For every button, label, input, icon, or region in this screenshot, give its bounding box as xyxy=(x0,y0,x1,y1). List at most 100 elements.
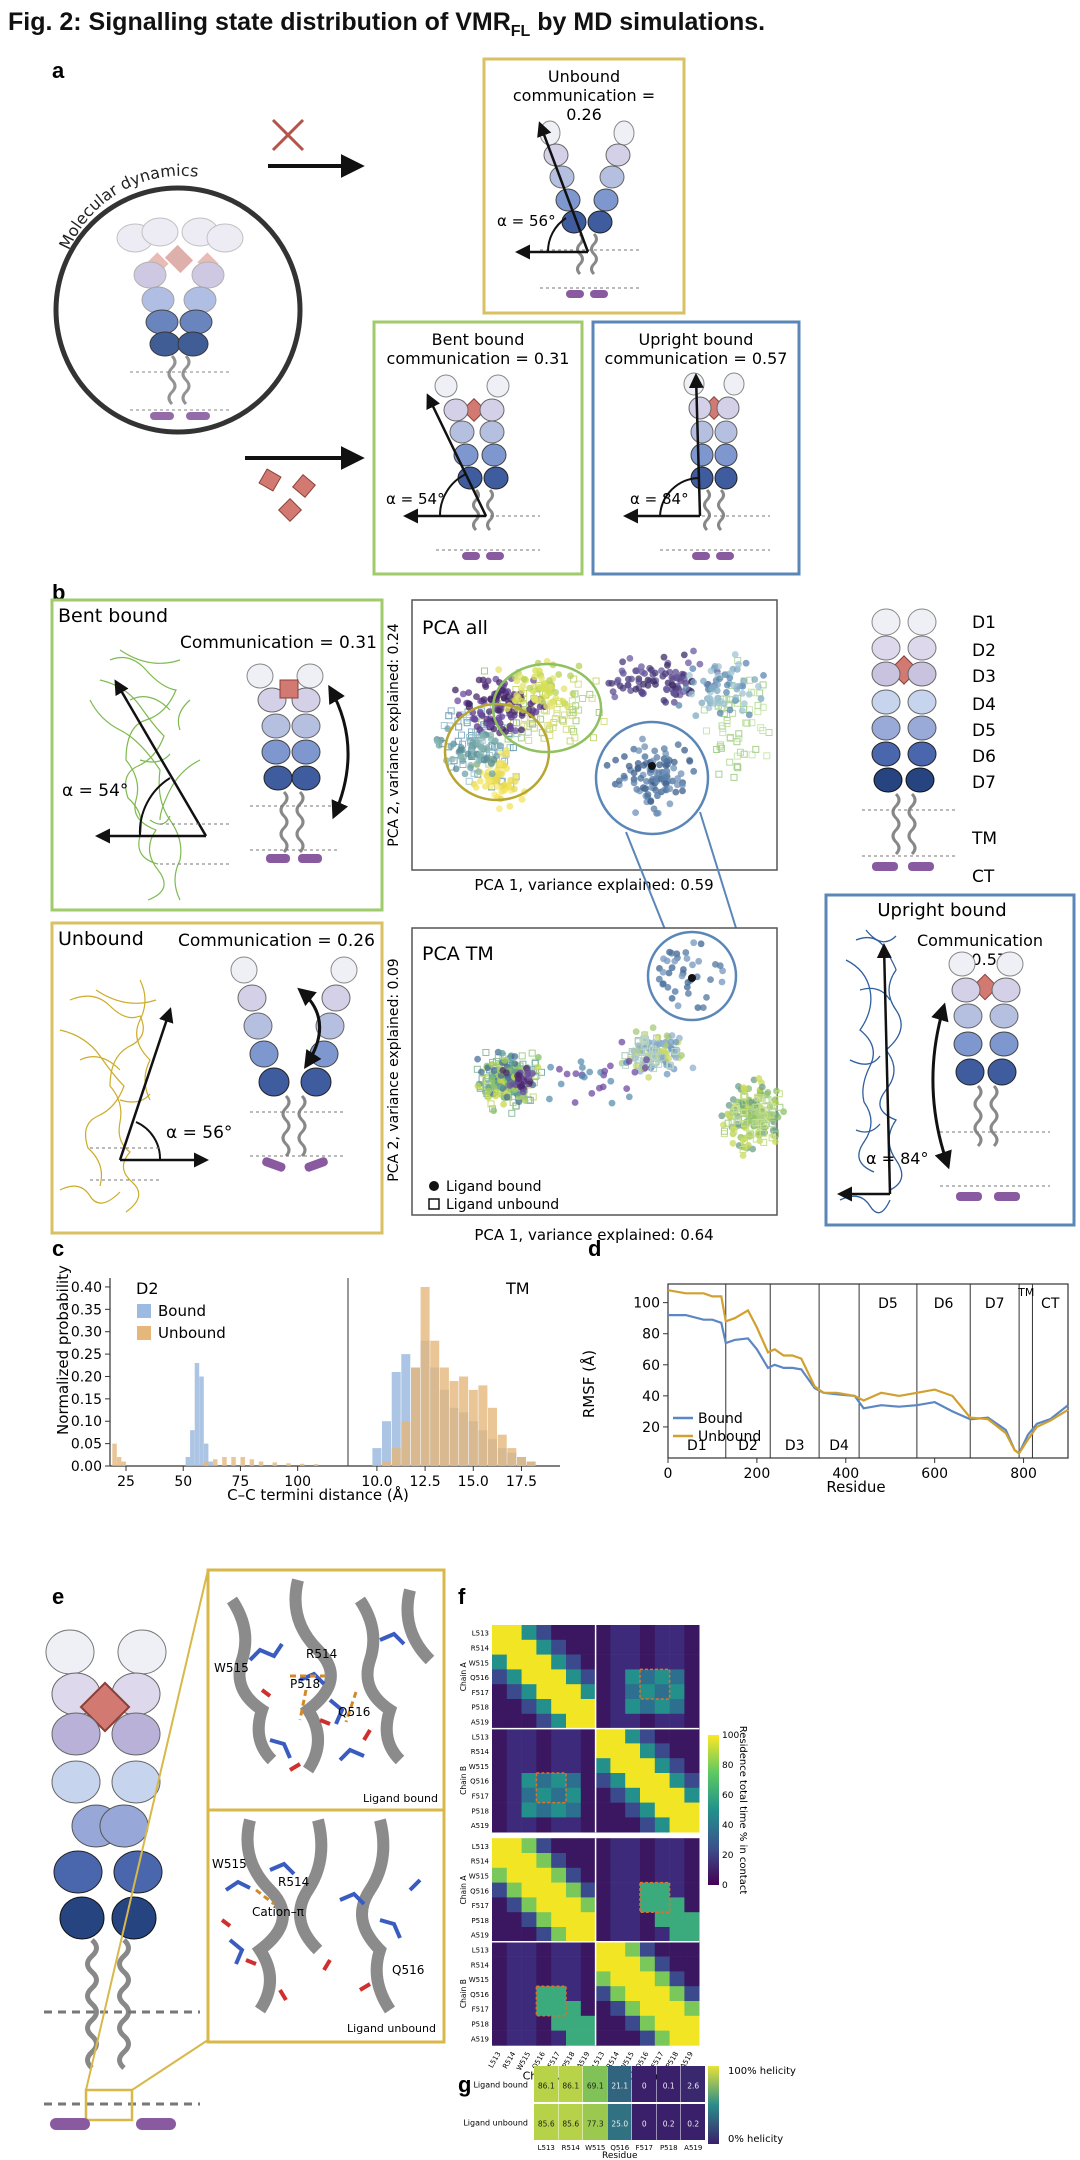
f-cell xyxy=(610,1971,626,1987)
pca-zoom-point xyxy=(718,978,726,986)
f-cell xyxy=(669,1699,685,1715)
pca-point-bound xyxy=(495,666,503,674)
pca-point-bound xyxy=(640,680,647,688)
f-cell xyxy=(506,1758,522,1774)
blue-structure-image xyxy=(839,929,903,1214)
f-cell xyxy=(536,1971,552,1987)
f-cell xyxy=(506,1838,522,1854)
bent-angle: α = 54° xyxy=(386,490,445,508)
panel-f-contact-map: L513 R514 W515 Q516 F517 P518 A519 L513 R514 W515… xyxy=(459,1625,700,2082)
f-cell xyxy=(625,1625,641,1641)
g-cell-label: 86.1 xyxy=(562,2081,579,2090)
c-ytick: 0.20 xyxy=(71,1369,102,1385)
g-cell xyxy=(607,2066,632,2102)
f-cell xyxy=(654,1802,670,1818)
f-cell xyxy=(580,1971,596,1987)
f-cell xyxy=(521,1758,537,1774)
f-cell xyxy=(595,1941,611,1957)
pca-point-bound xyxy=(641,743,649,751)
pca-all-xlabel: PCA 1, variance explained: 0.59 xyxy=(474,876,713,894)
pca-point-bound xyxy=(569,690,577,697)
f-cell xyxy=(506,1897,522,1913)
f-cell xyxy=(684,1956,700,1972)
f-cell xyxy=(580,1853,596,1869)
f-ytick: F517 xyxy=(472,2006,489,2014)
pca-tm-point-unbound xyxy=(640,1042,648,1050)
f-cell xyxy=(566,2015,582,2031)
f-cell xyxy=(595,1802,611,1818)
f-cell xyxy=(536,1669,552,1685)
f-cell xyxy=(625,1986,641,2002)
c-bar-unbound xyxy=(286,1463,291,1466)
f-cell xyxy=(625,1787,641,1803)
f-cell xyxy=(625,1728,641,1744)
f-cell xyxy=(684,2001,700,2017)
f-cell xyxy=(669,1853,685,1869)
pca-tm-point-bound xyxy=(500,1100,507,1108)
g-col-label: L513 xyxy=(538,2144,555,2152)
legend-unbound: Ligand unbound xyxy=(446,1197,559,1213)
pca-tm-point-unbound xyxy=(658,1054,666,1061)
pca-point-bound xyxy=(487,721,495,728)
e-top-caption: Ligand bound xyxy=(363,1792,438,1805)
pca-tm-point-unbound xyxy=(768,1111,776,1119)
f-cell xyxy=(684,2015,700,2031)
f-cell xyxy=(640,1956,656,1972)
pca-tm-point-bound xyxy=(515,1075,522,1082)
pca-point-bound xyxy=(649,775,656,783)
pca-point-bound xyxy=(696,660,704,668)
pca-tm-point-unbound xyxy=(747,1131,755,1139)
pca-point-bound xyxy=(490,756,498,764)
c-right-title: TM xyxy=(505,1279,530,1298)
f-cell xyxy=(610,1773,626,1789)
f-cell xyxy=(551,1713,567,1729)
f-cell xyxy=(684,1713,700,1729)
pca-point-bound xyxy=(472,784,480,791)
g-col-label: Q516 xyxy=(610,2144,629,2152)
pca-point-bound xyxy=(690,678,697,686)
f-cell xyxy=(536,2015,552,2031)
pca-tm-point-bound xyxy=(506,1082,514,1089)
g-cell-label: 86.1 xyxy=(538,2081,555,2090)
pca-point-bound xyxy=(654,792,661,800)
pca-point-unbound xyxy=(572,717,580,725)
f-cell xyxy=(506,1713,522,1729)
pca-zoom-point xyxy=(685,990,692,997)
f-cell xyxy=(492,1773,508,1789)
c-ytick: 0.40 xyxy=(71,1280,102,1296)
c-bar-unbound xyxy=(478,1385,488,1466)
pca-point-bound xyxy=(506,802,514,810)
pca-point-bound xyxy=(740,677,748,685)
f-cell xyxy=(669,1713,685,1729)
pca-point-bound xyxy=(711,663,719,670)
pca-tm-point-unbound xyxy=(768,1134,776,1142)
f-cell xyxy=(521,1882,537,1898)
pca-point-bound xyxy=(564,703,571,711)
c-bar-unbound xyxy=(121,1461,126,1466)
f-cell xyxy=(506,1787,522,1803)
panel-g-label: g xyxy=(458,2072,471,2097)
d-xtick: 0 xyxy=(664,1466,673,1482)
f-cell xyxy=(492,2030,508,2046)
f-cell xyxy=(566,1669,582,1685)
b-upright-angle: α = 84° xyxy=(866,1149,928,1168)
ligand-arrow xyxy=(245,446,365,523)
f-colorbar-tick: 80 xyxy=(722,1761,734,1771)
pca-tm-point-bound xyxy=(618,1038,626,1046)
b-bent-comm: Communication = 0.31 xyxy=(180,633,377,653)
d-domain-label: D7 xyxy=(985,1296,1005,1312)
g-row-label: Ligand unbound xyxy=(463,2119,528,2128)
d-xtick: 600 xyxy=(921,1466,948,1482)
pca-point-bound xyxy=(499,686,506,694)
pca-tm-point-bound xyxy=(747,1112,755,1119)
c-bar-unbound xyxy=(411,1367,420,1466)
f-cell xyxy=(595,1897,611,1913)
d-ytick: 80 xyxy=(642,1327,660,1343)
pca-tm-point-bound xyxy=(601,1067,609,1075)
pca-point-bound xyxy=(745,690,753,698)
f-cell xyxy=(536,1897,552,1913)
f-cell xyxy=(640,1867,656,1883)
pca-tm-point-unbound xyxy=(482,1049,490,1056)
pca-point-bound xyxy=(520,676,528,683)
f-cell xyxy=(506,2001,522,2017)
